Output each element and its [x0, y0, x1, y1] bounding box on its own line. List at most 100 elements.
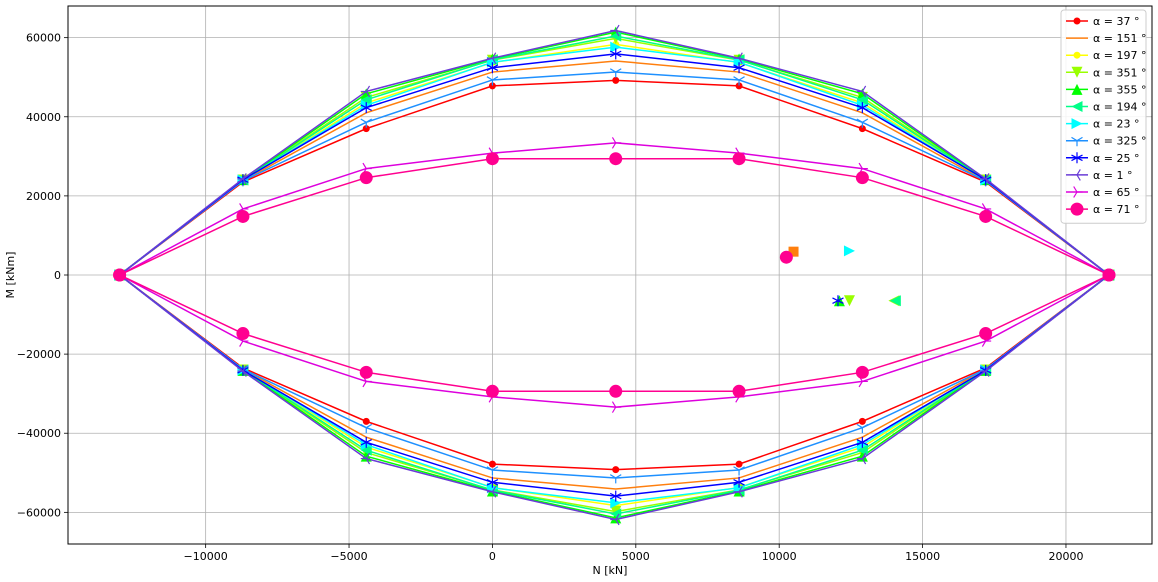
data-point — [488, 460, 496, 468]
data-point — [359, 171, 373, 185]
data-point — [733, 56, 745, 68]
legend-label: α = 1 ° — [1093, 169, 1132, 182]
data-point — [733, 482, 745, 494]
y-tick-label: 60000 — [26, 32, 61, 45]
data-point — [113, 268, 127, 282]
data-point — [856, 118, 869, 128]
data-point — [856, 436, 869, 448]
x-tick-label: −5000 — [330, 550, 367, 563]
legend-label: α = 194 ° — [1093, 101, 1146, 114]
legend-marker — [1071, 66, 1083, 78]
data-point — [486, 62, 499, 74]
data-point — [733, 52, 743, 65]
x-tick-label: 5000 — [622, 550, 650, 563]
data-point — [360, 436, 373, 448]
legend-label: α = 71 ° — [1093, 203, 1139, 216]
data-point — [609, 384, 623, 398]
legend-entry: α = 65 ° — [1066, 186, 1139, 199]
legend: α = 37 ° α = 151 ° α = 197 ° α = 351 ° α = 3… — [1060, 9, 1147, 224]
data-point — [609, 474, 622, 484]
legend-entry: α = 1 ° — [1066, 169, 1132, 182]
data-point — [980, 365, 990, 377]
data-point — [980, 173, 990, 185]
data-point — [486, 52, 497, 65]
data-point — [856, 423, 869, 434]
scatter-point — [843, 245, 855, 257]
data-point — [237, 365, 247, 377]
data-point — [735, 460, 743, 468]
legend-entry: α = 151 ° — [1066, 32, 1146, 45]
legend-entry: α = 23 ° — [1066, 118, 1139, 131]
y-tick-label: −20000 — [17, 348, 61, 361]
data-point — [732, 152, 746, 166]
data-point — [733, 62, 745, 74]
legend-entry: α = 355 ° — [1066, 83, 1146, 96]
legend-entry: α = 25 ° — [1066, 152, 1139, 165]
data-point — [610, 41, 622, 53]
y-tick-label: −40000 — [17, 427, 61, 440]
data-point — [359, 365, 373, 379]
legend-label: α = 151 ° — [1093, 32, 1146, 45]
legend-marker — [1071, 152, 1083, 164]
data-point — [610, 512, 622, 524]
data-point — [1102, 268, 1116, 282]
data-point — [855, 171, 869, 185]
data-point — [979, 327, 993, 341]
data-point — [486, 485, 497, 498]
legend-entry: α = 194 ° — [1066, 101, 1146, 114]
data-point — [858, 417, 866, 425]
y-tick-label: 0 — [54, 269, 61, 282]
data-point — [236, 327, 250, 341]
legend-marker — [1071, 136, 1083, 147]
data-point — [979, 209, 993, 223]
scatter-point — [779, 250, 793, 264]
legend-marker — [1071, 83, 1083, 95]
legend-marker — [1070, 202, 1084, 216]
legend-label: α = 37 ° — [1093, 15, 1139, 28]
data-point — [611, 401, 622, 413]
y-tick-label: 20000 — [26, 190, 61, 203]
legend-label: α = 351 ° — [1093, 66, 1146, 79]
data-point — [486, 466, 499, 476]
legend-entry: α = 37 ° — [1066, 15, 1139, 28]
data-point — [485, 152, 499, 166]
legend-marker — [1071, 101, 1083, 112]
x-tick-label: 15000 — [905, 550, 940, 563]
series-layer — [113, 24, 1116, 526]
legend-entry: α = 197 ° — [1066, 49, 1146, 62]
legend-marker — [1073, 17, 1081, 25]
axis-ticks: −10000 −5000 0 5000 10000 15000 20000 −60000 −40… — [17, 32, 1084, 563]
data-point — [856, 102, 869, 114]
data-point — [486, 76, 499, 86]
series-1 — [119, 60, 1110, 490]
legend-marker — [1073, 51, 1081, 59]
data-point — [612, 76, 620, 84]
data-point — [609, 68, 622, 78]
data-point — [612, 466, 620, 474]
data-point — [733, 466, 745, 476]
legend-entry: α = 351 ° — [1066, 66, 1146, 79]
series-9 — [114, 24, 1113, 526]
data-point — [610, 24, 620, 37]
data-point — [236, 209, 250, 223]
legend-marker — [1071, 118, 1083, 130]
data-point — [610, 497, 622, 509]
series-11 — [113, 152, 1116, 398]
data-point — [733, 476, 745, 488]
data-point — [610, 508, 622, 520]
data-point — [855, 365, 869, 379]
y-tick-label: 40000 — [26, 111, 61, 124]
data-point — [362, 417, 370, 425]
x-tick-label: 0 — [489, 550, 496, 563]
data-point — [609, 490, 622, 502]
data-point — [360, 85, 371, 98]
data-point — [610, 30, 622, 42]
data-point — [611, 137, 622, 149]
legend-label: α = 23 ° — [1093, 118, 1139, 131]
data-point — [609, 152, 623, 166]
y-axis-label: M [kNm] — [4, 252, 17, 299]
data-point — [360, 102, 373, 114]
data-point — [237, 173, 247, 185]
data-point — [360, 452, 371, 465]
